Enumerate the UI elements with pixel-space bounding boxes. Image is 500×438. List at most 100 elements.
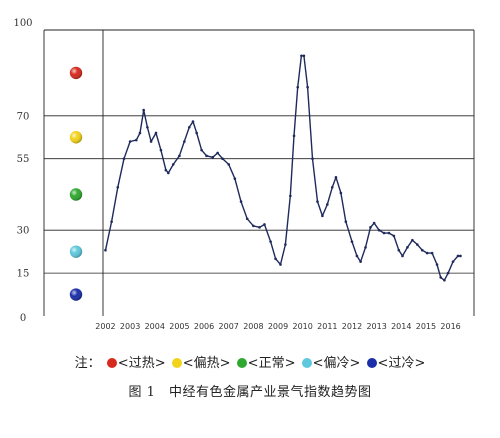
series-point xyxy=(377,228,381,232)
series xyxy=(104,54,462,282)
series-point xyxy=(430,251,434,255)
y-tick-label: 100 xyxy=(13,18,32,29)
series-point xyxy=(321,214,324,218)
green-dot-icon xyxy=(236,358,247,368)
series-point xyxy=(401,254,404,258)
chart: 0 15 30 55 70 100 2002 2003 2004 2005 2006 2007 200… xyxy=(13,18,475,331)
series-point xyxy=(274,257,277,261)
y-tick-label: 15 xyxy=(17,269,30,280)
series-point xyxy=(205,154,208,158)
legend-item-warm: <偏热> xyxy=(171,352,231,371)
series-point xyxy=(439,276,443,279)
series-point xyxy=(221,157,224,160)
x-tick-label: 2014 xyxy=(391,322,411,331)
series-point xyxy=(406,246,409,249)
series-point xyxy=(164,168,168,172)
zone-ball-shine xyxy=(69,245,83,258)
series-point xyxy=(171,163,175,166)
x-tick-label: 2003 xyxy=(120,322,140,331)
x-tick-label: 2013 xyxy=(366,322,386,331)
series-point xyxy=(284,243,287,246)
y-tick-label: 70 xyxy=(17,111,30,122)
series-point xyxy=(451,260,455,263)
x-tick-label: 2005 xyxy=(169,322,189,331)
series-point xyxy=(187,125,191,129)
series-point xyxy=(292,134,296,138)
series-point xyxy=(355,254,359,258)
x-axis-tick-labels: 2002 2003 2004 2005 2006 2007 2008 2009 2010 2011… xyxy=(95,322,460,331)
zone-ball-shine xyxy=(69,66,83,80)
zone-marker-balls xyxy=(69,66,83,301)
series-point xyxy=(420,248,424,252)
legend-label-normal: <正常> xyxy=(247,356,296,371)
x-tick-label: 2016 xyxy=(440,322,460,331)
series-point xyxy=(116,186,120,189)
x-tick-label: 2010 xyxy=(292,322,312,331)
series-point xyxy=(167,171,170,175)
series-point xyxy=(269,240,272,243)
series-point xyxy=(364,246,367,249)
series-point xyxy=(245,217,249,221)
legend-label-cold: <过冷> xyxy=(377,356,426,371)
x-tick-label: 2002 xyxy=(95,322,115,331)
series-point xyxy=(411,238,414,242)
series-point xyxy=(344,220,348,223)
series-point xyxy=(459,254,462,258)
series-point xyxy=(146,125,149,129)
y-axis-tick-labels: 0 15 30 55 70 100 xyxy=(13,18,32,324)
series-point xyxy=(306,85,309,89)
zone-ball-shine xyxy=(69,131,83,144)
y-tick-label: 55 xyxy=(17,154,30,165)
series-point xyxy=(372,221,376,225)
y-tick-label: 30 xyxy=(17,226,30,237)
series-point xyxy=(416,243,419,246)
series-point xyxy=(330,186,334,189)
series-point xyxy=(122,157,126,160)
series-point xyxy=(446,271,450,275)
series-point xyxy=(296,85,300,89)
legend: 注： <过热> <偏热> <正常> <偏冷> <过冷> xyxy=(0,352,500,371)
series-point xyxy=(134,138,138,142)
series-point xyxy=(316,200,319,203)
legend-label-cool: <偏冷> xyxy=(312,356,361,371)
series-point xyxy=(128,140,132,143)
series-point xyxy=(369,226,372,229)
series-point xyxy=(178,154,181,158)
series-point xyxy=(302,54,306,58)
series-point xyxy=(233,177,237,181)
zone-ball-shine xyxy=(69,188,83,201)
legend-prefix: 注： xyxy=(74,356,101,371)
series-point xyxy=(227,163,231,166)
x-tick-label: 2007 xyxy=(219,322,239,331)
legend-item-overheat: <过热> xyxy=(106,352,166,371)
series-point xyxy=(154,131,158,135)
series-point xyxy=(195,131,198,135)
x-tick-label: 2006 xyxy=(194,322,214,331)
series-point xyxy=(359,260,362,263)
series-point xyxy=(239,200,243,203)
y-tick-label: 0 xyxy=(20,313,26,324)
series-point xyxy=(258,226,261,229)
figure-caption: 图 1 中经有色金属产业景气指数趋势图 xyxy=(128,385,372,400)
series-point xyxy=(311,157,314,160)
series-point xyxy=(397,248,401,252)
legend-label-warm: <偏热> xyxy=(182,356,231,371)
cyan-dot-icon xyxy=(301,358,312,368)
zone-ball-shine xyxy=(69,288,83,301)
series-point xyxy=(279,263,282,266)
series-point xyxy=(149,140,153,143)
series-point xyxy=(392,234,396,238)
series-point xyxy=(334,175,338,179)
series-point xyxy=(300,54,303,58)
x-tick-label: 2004 xyxy=(145,322,165,331)
series-point xyxy=(456,254,460,258)
series-point xyxy=(142,108,145,112)
series-point xyxy=(425,251,429,255)
legend-item-cold: <过冷> xyxy=(366,352,426,371)
axes xyxy=(43,29,475,316)
red-dot-icon xyxy=(106,358,117,368)
x-tick-label: 2015 xyxy=(416,322,436,331)
series-point xyxy=(252,224,255,228)
series-point xyxy=(110,220,113,223)
x-tick-label: 2009 xyxy=(268,322,288,331)
